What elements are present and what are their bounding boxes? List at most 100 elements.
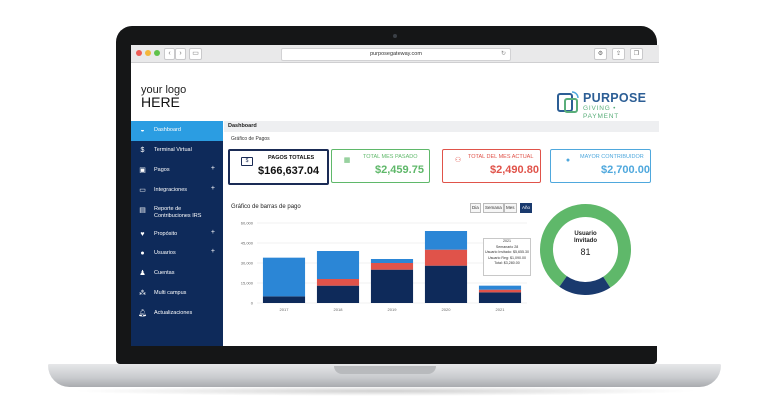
dashboard-icon: ◒ — [140, 127, 145, 134]
sidebar-item-pagos[interactable]: ▣ Pagos + — [131, 161, 223, 181]
forward-icon[interactable]: › — [175, 48, 186, 60]
page-title: Dashboard — [228, 123, 257, 129]
card-title: TOTAL DEL MES ACTUAL — [468, 154, 534, 160]
card-pagos-totales[interactable]: $ PAGOS TOTALES $166,637.04 — [228, 149, 329, 185]
brand-tagline: GIVING • PAYMENT — [583, 105, 620, 120]
brand-logo[interactable]: PURPOSE GIVING • PAYMENT — [556, 90, 652, 120]
range-button-mes[interactable]: Mes — [504, 203, 517, 213]
x-tick-label: 2020 — [442, 307, 452, 312]
sidebar-item-label: Usuarios — [154, 250, 176, 256]
address-bar[interactable]: purposegateway.com ↻ — [281, 48, 511, 61]
sidebar-item-label: Pagos — [154, 167, 170, 173]
tabs-icon[interactable]: ❐ — [630, 48, 643, 60]
sidebar-item-usuarios[interactable]: ● Usuarios + — [131, 244, 223, 264]
close-window-icon[interactable] — [136, 50, 142, 56]
calendar-icon: ▦ — [343, 157, 351, 164]
sidebar-item-dashboard[interactable]: ◒ Dashboard — [131, 121, 223, 141]
sidebar-item-reporte[interactable]: ▤ Reporte de Contribuciones IRS — [131, 201, 223, 227]
settings-icon[interactable]: ⚙ — [594, 48, 607, 60]
bar-segment[interactable] — [478, 285, 522, 290]
card-total-mes-pasado[interactable]: ▦ TOTAL MES PASADO $2,459.75 — [331, 149, 430, 183]
expand-icon[interactable]: + — [210, 185, 215, 192]
sidebar-toggle-icon[interactable]: ▭ — [189, 48, 202, 60]
bar-segment[interactable] — [262, 257, 306, 297]
maximize-window-icon[interactable] — [154, 50, 160, 56]
sidebar-item-label: Cuentas — [154, 270, 175, 276]
range-button-ano[interactable]: Año — [520, 203, 533, 213]
section-title: Gráfico de Pagos — [231, 136, 270, 142]
donut-label-line1: Usuario — [574, 231, 597, 237]
bar-segment[interactable] — [370, 263, 414, 270]
sidebar-item-label: Dashboard — [154, 127, 181, 133]
share-icon[interactable]: ⇪ — [612, 48, 625, 60]
report-icon: ▤ — [139, 207, 146, 214]
chart-tooltip: 2021 Semanario 28 Usuario Invitado: $5,6… — [483, 238, 531, 276]
sidebar-item-label: Terminal Virtual — [154, 147, 192, 153]
y-tick-label: 15,000 — [241, 281, 254, 286]
range-button-semana[interactable]: Semana — [483, 203, 504, 213]
sidebar-item-proposito[interactable]: ♥ Propósito + — [131, 225, 223, 245]
donut-label: Usuario Invitado — [561, 231, 610, 245]
x-tick-label: 2017 — [280, 307, 290, 312]
bar-segment[interactable] — [478, 292, 522, 303]
user-icon: ● — [565, 157, 571, 164]
sidebar-item-actualizaciones[interactable]: 🔔︎ Actualizaciones — [131, 304, 223, 324]
heart-icon: ♥ — [140, 231, 145, 238]
tooltip-line: Total: $3,280.00 — [494, 261, 520, 266]
minimize-window-icon[interactable] — [145, 50, 151, 56]
bar-segment[interactable] — [262, 296, 306, 303]
brand-name: PURPOSE — [583, 91, 647, 105]
donut-segment[interactable] — [539, 203, 632, 296]
browser-toolbar: ‹ › ▭ purposegateway.com ↻ ⚙ ⇪ ❐ — [131, 45, 659, 63]
bar-segment[interactable] — [370, 259, 414, 263]
payments-icon: ▣ — [139, 167, 146, 174]
y-tick-label: 30,000 — [241, 261, 254, 266]
campus-icon: ⁂ — [139, 290, 146, 297]
sidebar-item-label-line2: Contribuciones IRS — [154, 213, 202, 219]
sidebar-item-integraciones[interactable]: ▭ Integraciones + — [131, 181, 223, 201]
brand-mark-icon — [557, 91, 579, 113]
bar-segment[interactable] — [316, 251, 360, 279]
bar-segment[interactable] — [316, 285, 360, 303]
y-tick-label: 0 — [251, 301, 254, 306]
card-value: $2,700.00 — [601, 164, 650, 176]
back-icon[interactable]: ‹ — [164, 48, 175, 60]
expand-icon[interactable]: + — [210, 229, 215, 236]
address-bar-url: purposegateway.com — [370, 51, 422, 57]
donut-value: 81 — [580, 247, 591, 257]
sidebar-item-multi-campus[interactable]: ⁂ Multi campus — [131, 284, 223, 304]
bar-segment[interactable] — [370, 269, 414, 303]
donut-label-line2: Invitado — [573, 238, 597, 244]
account-icon: ♟ — [139, 270, 146, 277]
bar-segment[interactable] — [424, 231, 468, 250]
card-mayor-contribuidor[interactable]: ● MAYOR CONTRIBUIDOR $2,700.00 — [550, 149, 651, 183]
sidebar-item-label: Integraciones — [154, 187, 188, 193]
range-button-dia[interactable]: Dia — [470, 203, 481, 213]
card-title: TOTAL MES PASADO — [363, 154, 418, 160]
sidebar-item-cuentas[interactable]: ♟ Cuentas — [131, 264, 223, 284]
tooltip-line: Usuario Reg: $1,090.00 — [488, 255, 526, 260]
donut-chart — [539, 203, 632, 296]
tooltip-line: Semanario 28 — [495, 244, 519, 249]
reload-icon[interactable]: ↻ — [500, 51, 506, 57]
laptop-screen: ‹ › ▭ purposegateway.com ↻ ⚙ ⇪ ❐ your lo… — [131, 45, 659, 346]
expand-icon[interactable]: + — [210, 165, 215, 172]
card-total-mes-actual[interactable]: ⚇ TOTAL DEL MES ACTUAL $2,490.80 — [442, 149, 541, 183]
card-value: $2,459.75 — [375, 164, 424, 176]
expand-icon[interactable]: + — [210, 248, 215, 255]
bar-segment[interactable] — [316, 279, 360, 286]
breadcrumb: Dashboard — [224, 121, 659, 132]
laptop-notch — [334, 366, 436, 374]
laptop-base — [48, 364, 721, 387]
bar-segment[interactable] — [424, 249, 468, 266]
card-value: $166,637.04 — [258, 165, 320, 177]
y-tick-label: 60,000 — [241, 221, 254, 226]
sidebar-item-terminal-virtual[interactable]: $ Terminal Virtual — [131, 141, 223, 161]
bell-icon: 🔔︎ — [138, 310, 147, 317]
group-icon: ⚇ — [454, 157, 462, 164]
sidebar-item-label: Actualizaciones — [154, 310, 193, 316]
bar-chart: 60,000 45,000 30,000 15,000 0 2017 2018 2019 202… — [241, 221, 527, 312]
x-tick-label: 2018 — [334, 307, 344, 312]
bar-segment[interactable] — [424, 265, 468, 303]
bar-segment[interactable] — [478, 289, 522, 293]
